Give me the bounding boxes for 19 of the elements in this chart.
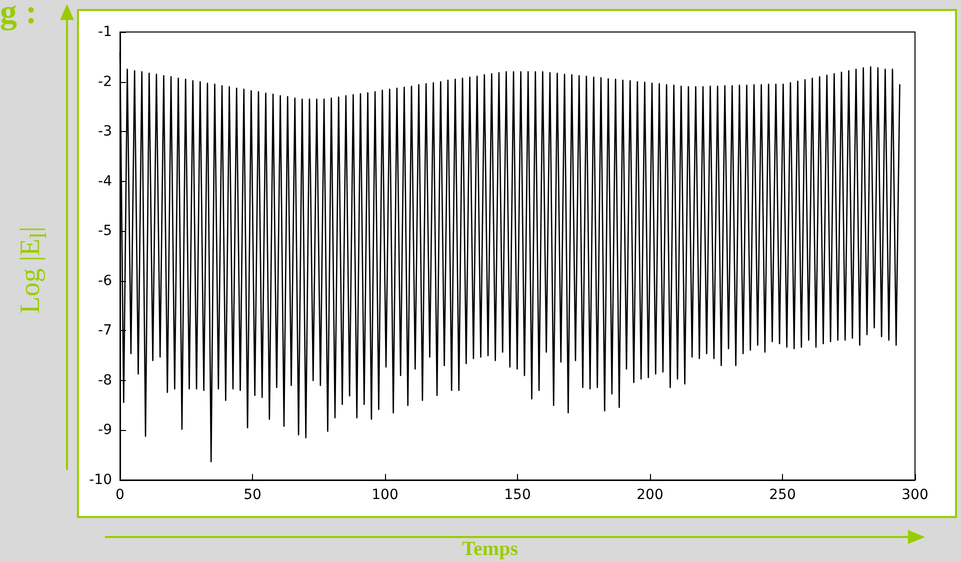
x-tick-label: 0 — [116, 487, 124, 503]
x-axis-title: Temps — [462, 538, 518, 561]
y-tick-label: -8 — [98, 372, 112, 388]
y-tick-label: -7 — [98, 322, 112, 339]
x-tick-label: 150 — [504, 487, 531, 503]
y-tick-label: -2 — [98, 74, 112, 90]
x-tick-label: 300 — [902, 487, 928, 503]
x-tick-label: 100 — [372, 487, 398, 503]
x-tick-label: 200 — [636, 487, 664, 503]
y-tick-label: -10 — [89, 472, 112, 488]
y-tick-label: -4 — [98, 173, 112, 190]
y-tick-label: -6 — [98, 272, 112, 289]
text: g : — [0, 0, 37, 32]
x-tick-label: 250 — [769, 487, 796, 503]
y-tick-label: -1 — [98, 24, 112, 40]
y-tick-label: -9 — [98, 422, 112, 438]
y-tick-label: -5 — [98, 223, 112, 240]
y-tick-label: -3 — [98, 124, 112, 140]
x-tick-label: 50 — [244, 487, 262, 503]
